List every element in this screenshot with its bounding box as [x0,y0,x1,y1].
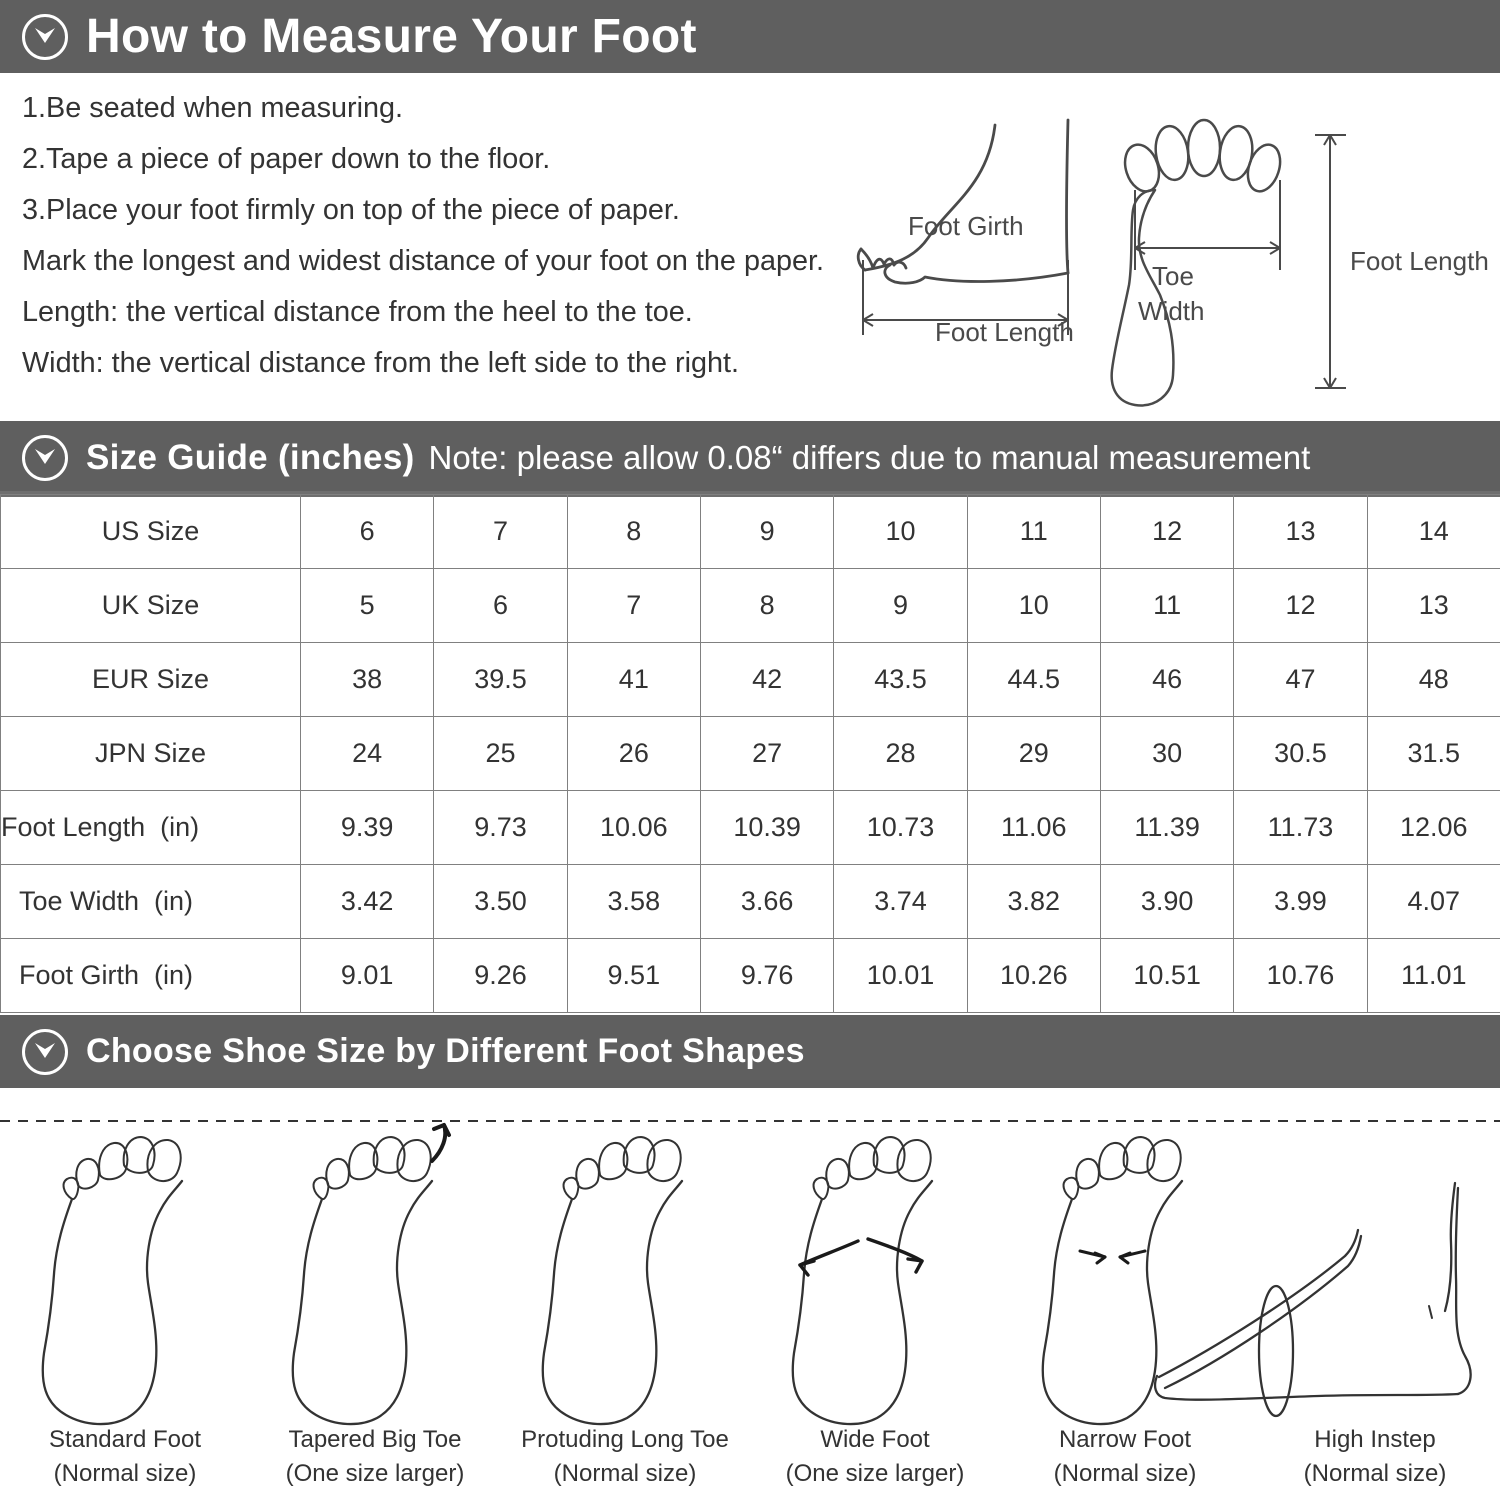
svg-text:Foot Girth: Foot Girth [908,211,1024,241]
svg-text:Width: Width [1138,296,1204,326]
svg-text:Foot Length: Foot Length [1350,246,1489,276]
svg-text:Toe: Toe [1152,261,1194,291]
svg-text:Foot Length: Foot Length [935,317,1074,347]
